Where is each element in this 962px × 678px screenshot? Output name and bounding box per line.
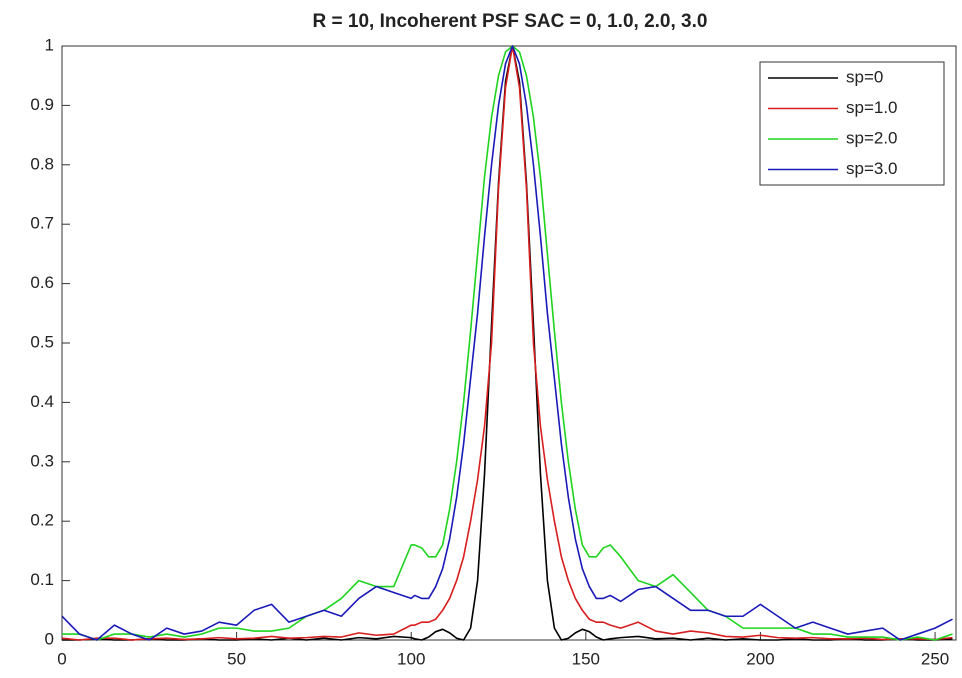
y-tick-label: 0.2 [30,511,54,530]
x-tick-label: 200 [746,649,774,668]
y-tick-label: 0.5 [30,332,54,351]
y-tick-label: 0.8 [30,154,54,173]
x-tick-label: 250 [921,649,949,668]
y-tick-label: 0.9 [30,95,54,114]
x-tick-label: 0 [57,649,66,668]
series-line [62,45,953,641]
y-tick-label: 0.4 [30,392,54,411]
legend-label: sp=2.0 [846,128,898,147]
y-tick-label: 0.3 [30,451,54,470]
x-tick-label: 150 [572,649,600,668]
y-tick-label: 0.6 [30,273,54,292]
y-tick-label: 0 [45,629,54,648]
x-tick-label: 50 [227,649,246,668]
series-line [61,45,953,641]
chart-title: R = 10, Incoherent PSF SAC = 0, 1.0, 2.0… [313,11,708,32]
series-line [61,45,953,641]
y-tick-label: 1 [45,35,54,54]
legend-label: sp=3.0 [846,159,898,178]
y-tick-label: 0.1 [30,570,54,589]
x-tick-label: 100 [397,649,425,668]
y-tick-label: 0.7 [30,214,54,233]
legend-box [759,61,945,186]
legend-label: sp=1.0 [846,98,898,117]
legend-label: sp=0 [846,67,883,86]
